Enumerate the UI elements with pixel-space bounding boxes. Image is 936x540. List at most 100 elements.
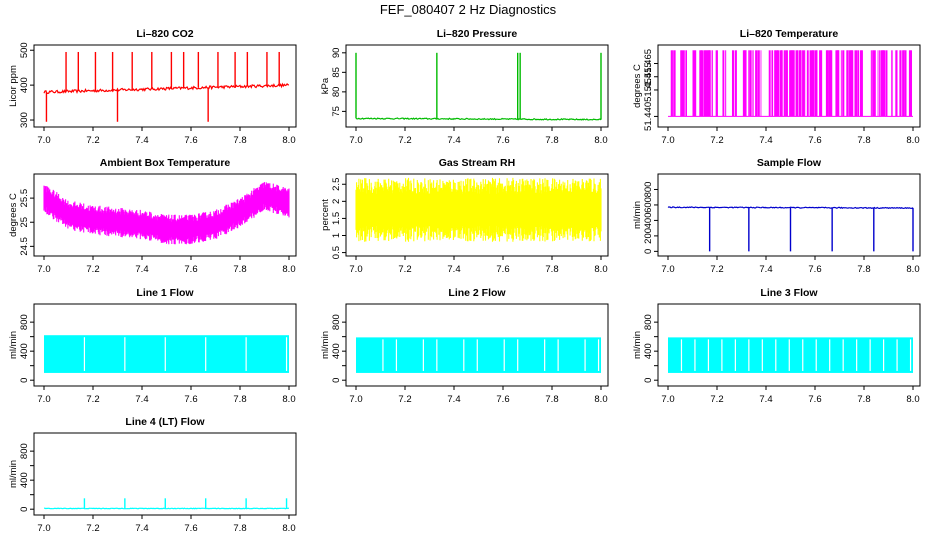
band-segment <box>895 50 898 117</box>
y-tick-label: 24.5 <box>19 237 30 256</box>
band-segment <box>699 50 702 117</box>
panel-frame <box>345 44 609 128</box>
x-tick-label: 8.0 <box>594 135 607 146</box>
x-tick-label: 7.4 <box>759 264 772 275</box>
x-tick-label: 7.0 <box>37 135 50 146</box>
band-segment <box>883 50 886 117</box>
y-axis-label: percent <box>320 199 331 231</box>
band-segment <box>734 50 737 117</box>
y-tick-label: 51.45 <box>643 78 654 102</box>
band-segment <box>704 50 707 117</box>
band-segment <box>870 50 872 117</box>
band-segment <box>783 50 785 117</box>
panel-frame <box>33 432 297 516</box>
band-segment <box>806 50 809 117</box>
y-axis-label: ml/min <box>632 331 643 359</box>
band-segment <box>804 50 806 117</box>
x-tick-label: 7.0 <box>37 394 50 405</box>
panel-sample: Sample Flow 7.0 7.2 7.4 7.6 7.8 8.0 0 2004006008… <box>632 157 921 275</box>
band-segment <box>757 50 760 117</box>
band-segment <box>847 50 849 117</box>
band-segment <box>819 50 821 117</box>
band-segment <box>708 50 711 117</box>
band-segment <box>673 50 676 117</box>
band-segment <box>700 50 704 117</box>
panel-frame <box>33 173 297 257</box>
y-tick-label: 75 <box>331 106 342 117</box>
x-tick-label: 7.6 <box>496 135 509 146</box>
band-segment <box>857 50 860 117</box>
y-tick-label: 25.5 <box>19 189 30 208</box>
band-segment <box>800 50 801 117</box>
series-co2 <box>43 51 290 122</box>
band-segment <box>791 50 794 117</box>
x-tick-label: 7.4 <box>135 523 148 534</box>
band-segment <box>816 50 818 117</box>
x-tick-label: 8.0 <box>906 264 919 275</box>
band-segment <box>842 50 845 117</box>
band-segment <box>794 50 796 117</box>
y-tick-label: 51.440 <box>643 102 654 131</box>
band-segment <box>904 50 907 117</box>
panel-title: Li–820 Pressure <box>437 28 518 40</box>
panel-title: Li–820 CO2 <box>136 28 193 40</box>
x-tick-label: 7.4 <box>759 135 772 146</box>
x-tick-label: 7.2 <box>710 135 723 146</box>
panel-title: Sample Flow <box>757 157 822 169</box>
band-segment <box>798 50 801 117</box>
band-segment <box>825 50 828 117</box>
y-tick-label: 400 <box>19 77 30 93</box>
x-tick-label: 7.8 <box>233 264 246 275</box>
band-segment <box>790 50 793 117</box>
x-tick-label: 7.0 <box>37 264 50 275</box>
y-tick-label: 400 <box>643 212 654 228</box>
series-li820temp <box>668 50 913 117</box>
flow-band <box>668 337 913 373</box>
panel-rh: Gas Stream RH 7.0 7.2 7.4 7.6 7.8 8.0 0.5 1 1.5 2 2… <box>320 157 609 275</box>
y-tick-label: 0 <box>331 378 342 383</box>
band-segment <box>854 50 857 117</box>
y-axis-label: ml/min <box>8 331 19 359</box>
panel-title: Line 3 Flow <box>760 287 818 299</box>
y-tick-label: 2 <box>331 199 342 204</box>
series-line2 <box>356 337 601 373</box>
band-segment <box>685 50 687 117</box>
band-segment <box>684 50 686 117</box>
panel-line1: Line 1 Flow 7.0 7.2 7.4 7.6 7.8 8.0 0 400 800ml/m… <box>8 287 297 405</box>
y-tick-label: 400 <box>643 343 654 359</box>
band-segment <box>707 50 711 117</box>
y-tick-label: 200 <box>643 228 654 244</box>
x-tick-label: 7.4 <box>447 264 460 275</box>
band-segment <box>793 50 795 117</box>
band-segment <box>706 50 709 117</box>
series-line <box>355 117 602 121</box>
y-axis-label: ml/min <box>632 201 643 229</box>
x-tick-label: 8.0 <box>282 523 295 534</box>
x-tick-label: 7.2 <box>398 135 411 146</box>
band-segment <box>861 50 863 117</box>
band-segment <box>880 50 883 117</box>
y-tick-label: 500 <box>19 42 30 58</box>
panel-title: Line 1 Flow <box>136 287 194 299</box>
y-tick-label: 1.5 <box>331 212 342 225</box>
y-axis-label: degrees C <box>8 193 19 237</box>
x-tick-label: 7.6 <box>496 264 509 275</box>
x-tick-label: 8.0 <box>594 264 607 275</box>
band-segment <box>785 50 787 117</box>
y-tick-label: 25 <box>19 217 30 228</box>
band-segment <box>827 50 829 117</box>
y-tick-label: 300 <box>19 112 30 128</box>
panel-frame <box>345 303 609 387</box>
panel-frame <box>657 303 921 387</box>
series-line <box>44 507 290 510</box>
band-segment <box>789 50 792 117</box>
band-segment <box>815 50 818 117</box>
y-tick-label: 0 <box>19 507 30 512</box>
band-segment <box>725 50 727 117</box>
x-tick-label: 7.4 <box>447 135 460 146</box>
band-segment <box>779 50 783 117</box>
x-tick-label: 7.0 <box>349 135 362 146</box>
band-segment <box>786 50 788 117</box>
x-tick-label: 7.8 <box>857 135 870 146</box>
band-segment <box>859 50 862 117</box>
